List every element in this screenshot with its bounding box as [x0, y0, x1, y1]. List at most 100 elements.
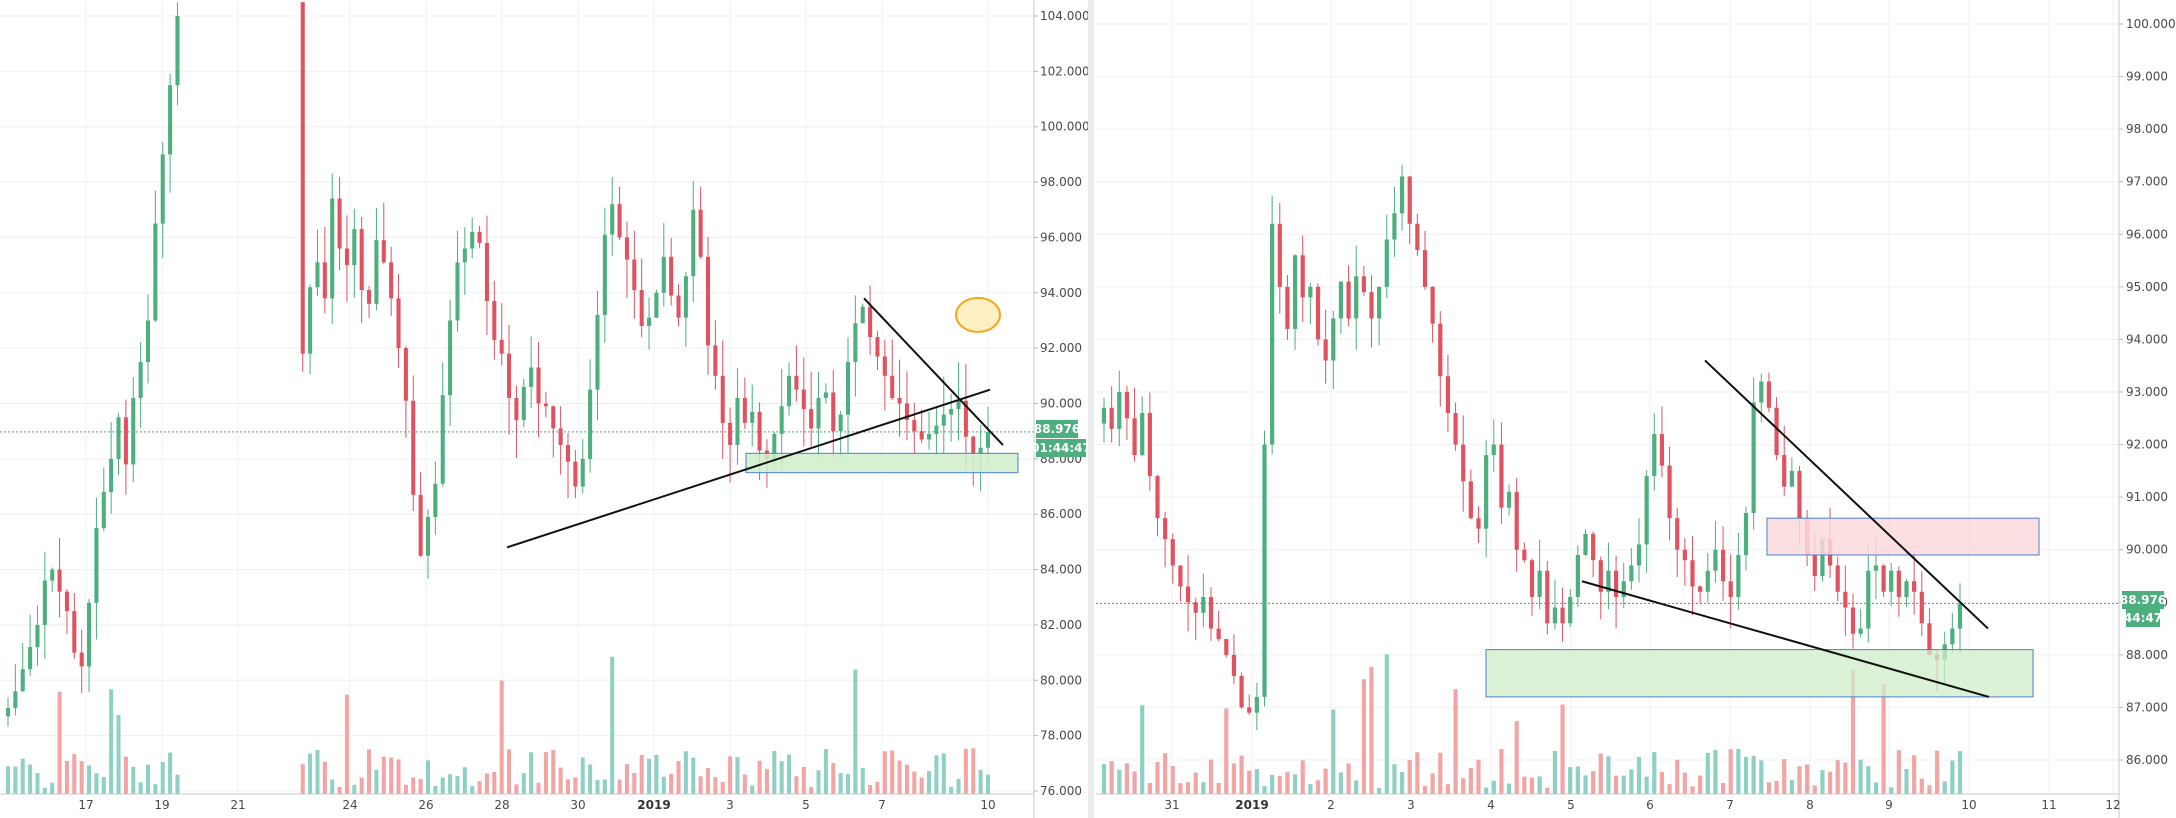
volume-bar [160, 762, 165, 794]
volume-bar [433, 785, 438, 794]
volume-bar [514, 784, 519, 794]
x-tick-label: 10 [980, 798, 995, 812]
candle-body [772, 433, 777, 459]
volume-bar [647, 758, 652, 794]
volume-bar [1873, 782, 1879, 794]
left-last-price-tag: 88.976 01:44:47 [1031, 420, 1091, 457]
left-time-axis[interactable]: 17 19 21 24 26 28 30 2019 3 5 7 10 [78, 798, 995, 812]
candle-body [1224, 639, 1229, 655]
candle-body [617, 204, 622, 238]
right-last-price-box [2122, 591, 2164, 609]
candle-body [985, 432, 991, 448]
volume-bar [971, 748, 976, 794]
volume-bar [1147, 783, 1152, 794]
volume-bar [1308, 784, 1313, 794]
volume-bar [440, 777, 445, 794]
right-price-axis[interactable]: 100.000 99.000 98.000 97.000 96.000 95.000 94.… [2119, 17, 2176, 767]
support-trendline [506, 388, 991, 549]
candle-body [661, 256, 666, 293]
candle-body [72, 611, 77, 653]
volume-bar [1208, 759, 1214, 794]
volume-bar [1934, 750, 1940, 794]
candle-body [1957, 603, 1963, 629]
volume-bar [1101, 764, 1107, 794]
candle-body [109, 458, 114, 493]
volume-bar [779, 761, 784, 794]
volume-bar [1132, 771, 1137, 794]
panel-separator[interactable] [1088, 0, 1094, 818]
right-time-axis[interactable]: 31 2019 2 3 4 5 6 7 8 9 10 11 12 [1164, 798, 2120, 812]
x-tick-label: 2019 [637, 798, 670, 812]
volume-bar [1568, 767, 1573, 794]
left-chart-panel[interactable]: 104.000 102.000 100.000 98.000 96.000 94.000 9… [0, 0, 1091, 818]
highlight-ellipse [955, 296, 1001, 333]
y-tick-label: 84.000 [1040, 563, 1082, 577]
volume-bar [308, 753, 313, 794]
candle-body [153, 223, 158, 321]
volume-bar [801, 766, 806, 794]
volume-bar [1736, 748, 1741, 794]
candle-body [1216, 628, 1221, 640]
volume-bar [1766, 782, 1772, 794]
candle-body [521, 386, 526, 421]
volume-bar [1720, 783, 1726, 794]
candle-body [138, 361, 143, 398]
volume-bar [904, 764, 909, 794]
volume-bar [1117, 769, 1122, 794]
volume-bar [484, 773, 489, 794]
volume-bar [28, 764, 33, 794]
volume-bar [1644, 776, 1649, 794]
candle-body [691, 209, 696, 277]
y-tick-label: 98.000 [1040, 175, 1082, 189]
volume-bar [669, 773, 674, 794]
candle-body [1461, 444, 1466, 482]
candle-body [624, 237, 629, 260]
volume-bar [470, 786, 475, 794]
left-candles [5, 2, 991, 727]
volume-bar [1950, 760, 1955, 794]
volume-bar [949, 786, 954, 794]
volume-bar [50, 782, 55, 794]
volume-bar [1239, 755, 1244, 794]
x-tick-label: 7 [1726, 798, 1734, 812]
candle-body [536, 367, 541, 404]
volume-bar [1231, 763, 1237, 794]
volume-bar [1812, 785, 1817, 794]
candle-body [1850, 607, 1856, 634]
candle-body [300, 2, 305, 354]
volume-bar [1438, 752, 1443, 794]
candle-body [1430, 286, 1435, 324]
y-tick-label: 100.000 [2126, 17, 2176, 31]
volume-bar [683, 751, 688, 794]
left-price-axis[interactable]: 104.000 102.000 100.000 98.000 96.000 94.000 9… [1034, 9, 1090, 798]
volume-bar [87, 765, 92, 794]
volume-bar [42, 787, 47, 794]
right-chart-panel[interactable]: 100.000 99.000 98.000 97.000 96.000 95.000 94.… [1096, 0, 2176, 818]
candle-body [809, 409, 814, 429]
candle-body [1193, 602, 1198, 613]
candle-body [1843, 591, 1848, 608]
x-tick-label: 7 [878, 798, 886, 812]
candle-body [588, 389, 593, 459]
volume-bar [602, 779, 607, 794]
volume-bar [787, 754, 792, 794]
candle-body [499, 339, 504, 354]
candle-body [1675, 518, 1680, 550]
volume-bar [35, 772, 40, 794]
candle-body [1522, 549, 1527, 561]
candle-body [101, 492, 106, 529]
right-last-price-tag: 88.976 44:47 [2120, 591, 2166, 627]
volume-bar [1369, 666, 1374, 794]
volume-bar [1552, 751, 1558, 794]
volume-bar [1346, 763, 1351, 794]
y-tick-label: 87.000 [2126, 700, 2168, 714]
candle-body [322, 262, 327, 299]
volume-bar [1224, 708, 1229, 794]
x-tick-label: 24 [342, 798, 357, 812]
candle-body [1766, 381, 1772, 408]
candle-body [927, 433, 932, 440]
volume-bar [632, 773, 637, 794]
x-tick-label: 11 [2041, 798, 2056, 812]
volume-bar [1277, 776, 1282, 794]
candle-body [1545, 570, 1550, 624]
